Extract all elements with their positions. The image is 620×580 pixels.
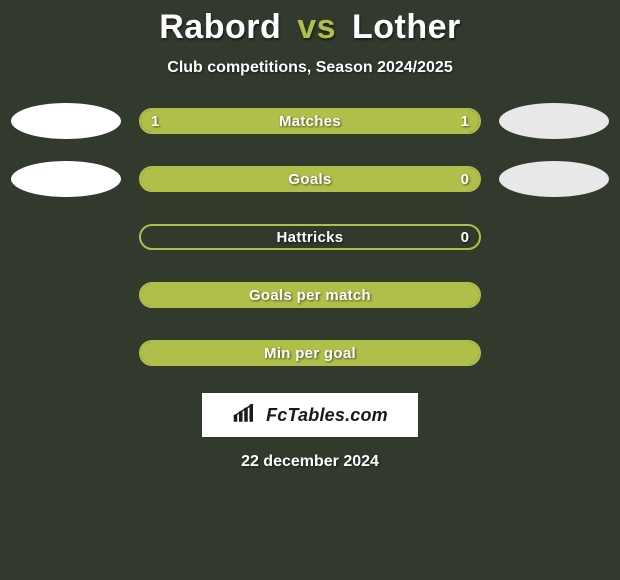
player2-oval <box>499 103 609 139</box>
stat-bar: Goals 0 <box>139 166 481 192</box>
player1-oval <box>11 103 121 139</box>
comparison-card: Rabord vs Lother Club competitions, Seas… <box>0 0 620 580</box>
stat-row-goals-per-match: Goals per match <box>0 277 620 313</box>
footer-date: 22 december 2024 <box>0 453 620 471</box>
branding-badge[interactable]: FcTables.com <box>202 393 418 437</box>
stat-bar: Min per goal <box>139 340 481 366</box>
stat-bar: Goals per match <box>139 282 481 308</box>
vs-label: vs <box>297 8 336 46</box>
stat-value-right: 1 <box>461 110 469 132</box>
stat-value-right: 0 <box>461 168 469 190</box>
oval-spacer <box>11 335 121 371</box>
oval-spacer <box>499 219 609 255</box>
stat-label: Goals per match <box>141 284 479 306</box>
stat-bar: 1 Matches 1 <box>139 108 481 134</box>
stat-value-right: 0 <box>461 226 469 248</box>
subtitle: Club competitions, Season 2024/2025 <box>0 59 620 77</box>
page-title: Rabord vs Lother <box>0 8 620 47</box>
player2-oval <box>499 161 609 197</box>
stat-label: Min per goal <box>141 342 479 364</box>
branding-text: FcTables.com <box>266 405 388 426</box>
stat-row-hattricks: Hattricks 0 <box>0 219 620 255</box>
player1-oval <box>11 161 121 197</box>
oval-spacer <box>499 277 609 313</box>
stat-rows: 1 Matches 1 Goals 0 Hattricks 0 <box>0 103 620 371</box>
stat-label: Matches <box>141 110 479 132</box>
bar-chart-icon <box>232 402 260 429</box>
stat-label: Hattricks <box>141 226 479 248</box>
oval-spacer <box>11 277 121 313</box>
stat-label: Goals <box>141 168 479 190</box>
stat-row-matches: 1 Matches 1 <box>0 103 620 139</box>
stat-row-goals: Goals 0 <box>0 161 620 197</box>
stat-bar: Hattricks 0 <box>139 224 481 250</box>
oval-spacer <box>11 219 121 255</box>
oval-spacer <box>499 335 609 371</box>
player2-name: Lother <box>352 8 461 46</box>
stat-row-min-per-goal: Min per goal <box>0 335 620 371</box>
player1-name: Rabord <box>159 8 281 46</box>
